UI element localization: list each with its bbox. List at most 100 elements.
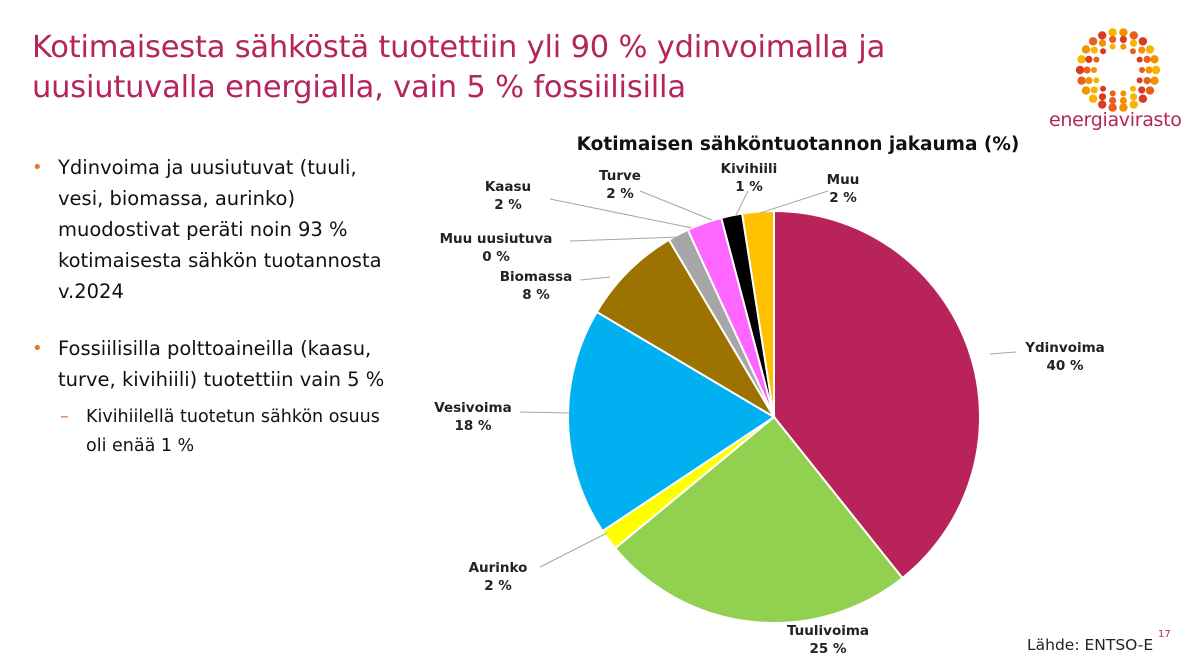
logo-dot [1091, 67, 1097, 73]
page-number: 17 [1158, 629, 1171, 640]
logo-dot [1085, 55, 1093, 63]
slice-label-value: 25 % [809, 641, 846, 657]
bullet-list: • Ydinvoima ja uusiutuvat (tuuli, vesi, … [32, 152, 402, 461]
slice-label-value: 40 % [1046, 358, 1083, 374]
logo-dot [1119, 28, 1128, 37]
logo-dot [1143, 55, 1151, 63]
logo-dot [1098, 93, 1107, 101]
leader-line [549, 198, 693, 229]
logo-dot [1098, 39, 1107, 47]
leader-line [735, 190, 749, 216]
pie-leader-lines [519, 190, 1017, 568]
bullet-text: Ydinvoima ja uusiutuvat (tuuli, vesi, bi… [58, 156, 382, 303]
logo-dot [1081, 86, 1091, 95]
logo-dot [1150, 76, 1159, 85]
leader-line [759, 190, 829, 214]
leader-line [519, 411, 571, 414]
dash-icon: – [60, 407, 69, 427]
slice-label-value: 2 % [484, 578, 512, 594]
logo-dot [1088, 37, 1098, 46]
slice-label-name: Turve [599, 168, 641, 184]
pie-slice-vesivoima [567, 310, 776, 533]
pie-slice-tuulivoima [613, 415, 904, 624]
slice-label-name: Vesivoima [434, 400, 511, 416]
logo-dot [1138, 94, 1148, 103]
logo-dot [1120, 90, 1127, 97]
sub-bullet-text: Kivihiilellä tuotetun sähkön osuus oli e… [86, 407, 380, 456]
logo-dot [1129, 85, 1136, 92]
logo-dot [1077, 55, 1086, 64]
pie-slice-biomassa [595, 238, 775, 418]
logo-dot [1143, 77, 1151, 85]
slice-label-name: Aurinko [469, 560, 528, 576]
bullet-icon: • [32, 338, 43, 359]
logo-dot [1109, 96, 1117, 105]
logo-text: energiavirasto [1049, 109, 1182, 131]
slice-label-name: Muu uusiutuva [440, 231, 553, 247]
logo-dot [1151, 65, 1161, 75]
bullet-item: • Fossiilisilla polttoaineilla (kaasu, t… [32, 333, 402, 395]
logo-dot [1083, 66, 1091, 74]
logo-dot [1129, 93, 1138, 101]
slice-label-name: Muu [827, 172, 860, 188]
logo-dot [1100, 85, 1107, 92]
pie-slice-muu [740, 209, 775, 418]
pie-slices [567, 209, 981, 624]
slice-label-name: Tuulivoima [787, 623, 869, 639]
logo-dot [1109, 90, 1116, 97]
leader-line [579, 276, 611, 281]
slice-label-name: Kivihiili [721, 161, 778, 177]
logo-dot [1129, 100, 1138, 109]
title-line-2: uusiutuvalla energialla, vain 5 % fossii… [32, 70, 686, 105]
logo-dot [1138, 46, 1146, 54]
leader-line [639, 190, 713, 221]
slice-label-name: Biomassa [500, 269, 573, 285]
logo-dot [1075, 65, 1085, 75]
bullet-text: Fossiilisilla polttoaineilla (kaasu, tur… [58, 337, 385, 391]
logo-dot [1145, 45, 1155, 54]
logo-dot [1129, 31, 1138, 40]
logo-dot [1145, 66, 1153, 74]
logo-dot [1108, 103, 1117, 112]
logo-dot [1088, 94, 1098, 103]
logo-dot [1077, 76, 1086, 85]
leader-line [539, 532, 608, 568]
slice-label-name: Kaasu [485, 179, 531, 195]
logo-dot [1100, 48, 1107, 55]
logo-dot [1119, 96, 1127, 105]
slice-label-value: 18 % [454, 418, 491, 434]
slice-label-name: Ydinvoima [1024, 340, 1105, 356]
logo-dot [1139, 67, 1145, 73]
logo-dot [1120, 43, 1127, 50]
logo-dot [1109, 43, 1116, 50]
logo-dot [1109, 35, 1117, 44]
bullet-icon: • [32, 157, 43, 178]
logo-dot [1093, 77, 1100, 84]
slice-label-value: 1 % [735, 179, 763, 195]
logo-dot [1138, 37, 1148, 46]
logo-dot [1093, 56, 1100, 63]
chart-title: Kotimaisen sähköntuotannon jakauma (%) [577, 134, 1020, 155]
logo-dot [1098, 31, 1107, 40]
logo-dot [1108, 28, 1117, 37]
pie-chart: Kotimaisen sähköntuotannon jakauma (%) Y… [434, 134, 1105, 657]
logo-dot [1145, 86, 1155, 95]
slide-title: Kotimaisesta sähköstä tuotettiin yli 90 … [32, 28, 1032, 108]
logo-dot [1119, 103, 1128, 112]
logo-dot [1150, 55, 1159, 64]
source-note: Lähde: ENTSO-E [1027, 636, 1154, 654]
logo-dot [1119, 35, 1127, 44]
logo-dot [1098, 100, 1107, 109]
slice-label-value: 2 % [829, 190, 857, 206]
logo-dot [1136, 56, 1143, 63]
logo-dot [1138, 86, 1146, 94]
slice-label-value: 8 % [522, 287, 550, 303]
logo-dot [1090, 46, 1098, 54]
bullet-item: • Ydinvoima ja uusiutuvat (tuuli, vesi, … [32, 152, 402, 307]
sub-bullet-item: – Kivihiilellä tuotetun sähkön osuus oli… [32, 403, 402, 461]
logo-dot [1090, 86, 1098, 94]
slice-label-value: 0 % [482, 249, 510, 265]
leader-line [989, 351, 1017, 355]
logo-dot [1085, 77, 1093, 85]
logo-dot [1129, 39, 1138, 47]
